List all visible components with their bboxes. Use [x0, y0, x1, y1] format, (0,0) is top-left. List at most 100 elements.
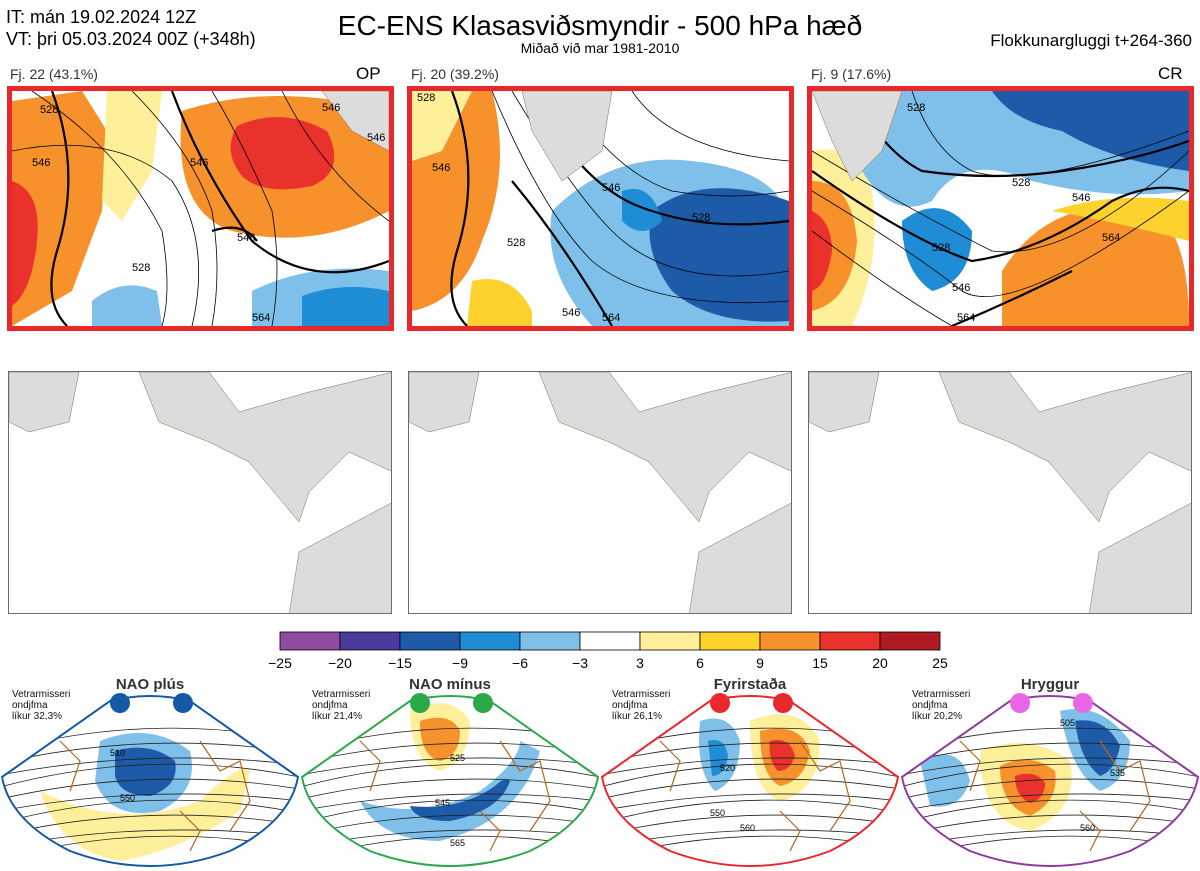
regime-contour-label: 535	[1110, 768, 1125, 778]
regime-contour	[902, 793, 1198, 812]
empty-map-1-svg	[9, 372, 391, 613]
panel-2-label: Fj. 20 (39.2%)	[411, 66, 499, 82]
contour-label: 546	[32, 157, 50, 169]
empty-map-1	[8, 371, 392, 614]
anomaly-core-east	[230, 117, 335, 190]
colorbar-tick-label: 15	[812, 655, 828, 671]
regime-contour	[302, 757, 598, 776]
regime-contour-label: 510	[110, 748, 125, 758]
regime-anomaly	[769, 740, 795, 771]
anomaly-cold-sw	[92, 285, 162, 326]
regime-contour	[302, 814, 598, 836]
regime-dot	[710, 693, 730, 713]
contour-label: 528	[932, 242, 950, 254]
regime-contour	[602, 778, 898, 800]
land-iceland-norway	[138, 372, 391, 523]
regime-contour-label: 550	[710, 808, 725, 818]
colorbar-swatch	[759, 631, 821, 651]
chart-subtitle: Miðað við mar 1981-2010	[520, 40, 680, 56]
colorbar-tick-label: −6	[512, 655, 528, 671]
land-greenland	[809, 372, 880, 433]
land-greenland	[409, 372, 480, 433]
regime-note: Vetrarmisseri ondjfma líkur 26,1%	[612, 689, 671, 722]
regime-note: Vetrarmisseri ondjfma líkur 32,3%	[12, 689, 71, 722]
contour-label: 564	[602, 312, 620, 324]
regime-contour	[902, 757, 1198, 776]
regime-contour	[602, 757, 898, 776]
cluster-map-3: 528 546 528 546 564 564 528	[807, 86, 1194, 331]
land-europe	[1089, 502, 1191, 613]
colorbar-tick-label: 6	[696, 655, 704, 671]
regime-dot	[473, 693, 493, 713]
regime-title: Fyrirstaða	[713, 676, 787, 693]
valid-time: VT: þri 05.03.2024 00Z (+348h)	[6, 29, 256, 49]
anomaly-warm-west	[12, 91, 107, 326]
regime-title: NAO mínus	[409, 676, 491, 693]
regime-contour	[602, 799, 898, 824]
regime-dot	[110, 693, 130, 713]
regime-contour	[302, 799, 598, 824]
cluster-map-2: 528 546 528 528 546 546 564	[407, 86, 794, 331]
regime-title: Hryggur	[1020, 676, 1080, 693]
anomaly-mid	[622, 189, 662, 231]
land-greenland	[321, 91, 389, 152]
regime-contour	[2, 799, 298, 824]
regime-outline	[600, 695, 900, 867]
cluster-map-1: 528 546 546 548 546 528 546 564	[7, 86, 394, 331]
header-info: IT: mán 19.02.2024 12Z VT: þri 05.03.202…	[6, 6, 256, 50]
contour-label: 528	[417, 92, 435, 104]
colorbar-swatch	[579, 631, 641, 651]
contour-label: 546	[190, 157, 208, 169]
regime-title: NAO plús	[115, 676, 185, 693]
regime-contour	[302, 793, 598, 812]
classification-window: Flokkunargluggi t+264-360	[990, 31, 1192, 50]
colorbar-tick-label: −25	[268, 655, 292, 671]
regime-contour-label: 550	[120, 793, 135, 803]
colorbar-swatch	[519, 631, 581, 651]
empty-map-2	[408, 371, 792, 614]
land-iceland-norway	[938, 372, 1191, 523]
colorbar-swatch	[399, 631, 461, 651]
regime-dot	[173, 693, 193, 713]
regime-map: 510 550	[0, 693, 300, 867]
regime-contour	[602, 835, 898, 860]
regime-coastline	[659, 740, 851, 852]
regime-contour	[902, 778, 1198, 800]
regime-contour-label: 565	[450, 838, 465, 848]
colorbar-tick-label: −9	[452, 655, 468, 671]
colorbar-tick-label: −15	[388, 655, 412, 671]
regime-map: 505 535 560	[900, 693, 1200, 867]
regime-dot	[1073, 693, 1093, 713]
regime-contour-label: 505	[1060, 718, 1075, 728]
contour-label: 546	[1072, 192, 1090, 204]
regime-contour	[902, 814, 1198, 836]
empty-map-2-svg	[409, 372, 791, 613]
regime-contour	[602, 763, 898, 788]
contour-label: 528	[40, 104, 58, 116]
contour-label: 528	[907, 102, 925, 114]
cluster-map-3-svg: 528 546 528 546 564 564 528	[812, 91, 1189, 326]
colorbar-tick-label: −20	[328, 655, 352, 671]
regime-dot	[1010, 693, 1030, 713]
contour-label: 564	[1102, 232, 1120, 244]
regime-contour	[302, 763, 598, 788]
regime-coastline	[959, 740, 1151, 852]
contour-label: 564	[957, 312, 975, 324]
regime-map: 525 545 565	[300, 693, 600, 867]
regime-contour	[2, 814, 298, 836]
colorbar-tick-label: 9	[756, 655, 764, 671]
anomaly-cold-north-core	[992, 91, 1189, 171]
panel-1-label: Fj. 22 (43.1%)	[10, 66, 98, 82]
regime-coastline	[59, 740, 251, 852]
regime-contour	[2, 793, 298, 812]
colorbar-swatch	[459, 631, 521, 651]
land-europe	[689, 502, 791, 613]
contour-label: 528	[132, 262, 150, 274]
regime-note: Vetrarmisseri ondjfma líkur 20,2%	[912, 689, 971, 722]
land-iceland-norway	[538, 372, 791, 523]
regime-dot	[410, 693, 430, 713]
contour-label: 546	[322, 102, 340, 114]
colorbar-swatch	[279, 631, 341, 651]
anomaly-cold-mid	[902, 208, 972, 291]
contour-label: 546	[562, 307, 580, 319]
